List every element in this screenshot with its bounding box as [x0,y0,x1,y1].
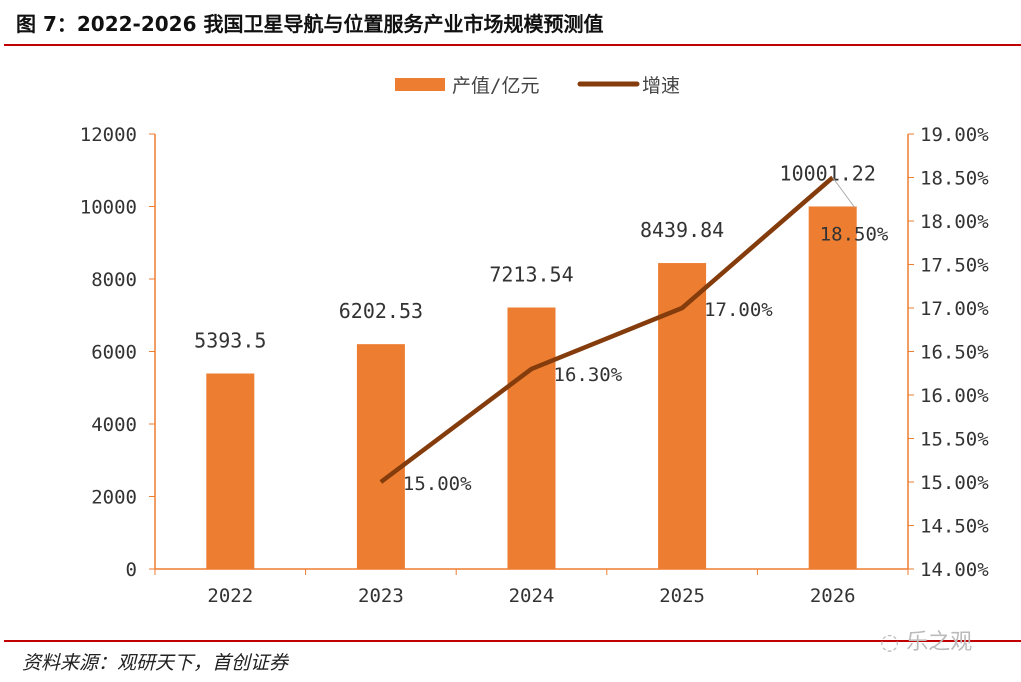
bar-label: 7213.54 [489,263,573,287]
x-tick-label: 2025 [659,585,705,607]
left-tick-label: 0 [126,559,137,581]
right-tick-label: 15.50% [920,429,989,451]
x-tick-label: 2023 [358,585,404,607]
x-tick-label: 2022 [207,585,253,607]
line-label: 15.00% [403,473,472,495]
right-tick-label: 17.00% [920,298,989,320]
source-note: 资料来源：观研天下，首创证券 [22,652,289,674]
line-label: 16.30% [554,364,623,386]
growth-line [379,175,835,484]
right-tick-label: 17.50% [920,255,989,277]
watermark: ◌ 乐之观 [880,630,973,655]
right-tick-label: 18.00% [920,211,989,233]
left-tick-label: 12000 [80,124,137,146]
right-tick-label: 16.50% [920,342,989,364]
left-tick-label: 6000 [91,342,137,364]
bar-label: 8439.84 [640,218,724,242]
right-tick-label: 15.00% [920,472,989,494]
x-tick-label: 2024 [509,585,555,607]
right-tick-label: 18.50% [920,168,989,190]
left-tick-label: 10000 [80,197,137,219]
right-tick-label: 16.00% [920,385,989,407]
right-tick-label: 14.00% [920,559,989,581]
bar-label: 5393.5 [194,328,266,352]
right-tick-label: 14.50% [920,516,989,538]
legend-label-bar: 产值/亿元 [452,75,539,97]
bar-label: 6202.53 [339,299,423,323]
right-tick-label: 19.00% [920,124,989,146]
watermark-text: 乐之观 [906,630,973,655]
line-label: 17.00% [704,299,773,321]
figure-title: 图 7：2022-2026 我国卫星导航与位置服务产业市场规模预测值 [16,12,604,36]
line-label: 18.50% [820,224,889,246]
legend-swatch-bar [395,78,445,91]
left-tick-label: 4000 [91,414,137,436]
left-tick-label: 2000 [91,487,137,509]
left-tick-label: 8000 [91,269,137,291]
bar-2023 [356,344,405,569]
title-rule [4,44,1021,46]
footer-rule [4,640,1021,642]
legend-label-line: 增速 [642,75,680,97]
x-tick-label: 2026 [810,585,856,607]
label-leader-line [832,177,856,208]
bar-2024 [507,307,556,569]
bar-2022 [206,373,255,569]
bar-2026 [808,206,857,569]
